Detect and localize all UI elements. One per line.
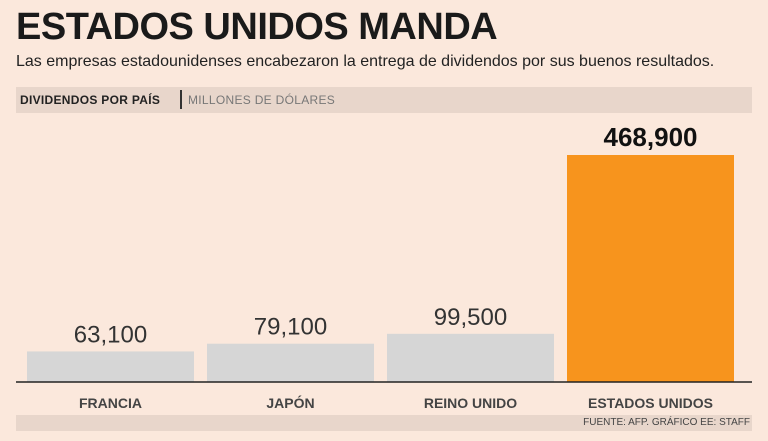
source-credit: FUENTE: AFP. GRÁFICO EE: STAFF bbox=[583, 417, 750, 428]
data-label: 63,100 bbox=[74, 321, 147, 348]
chart-title: ESTADOS UNIDOS MANDA bbox=[16, 6, 498, 48]
chart-label: DIVIDENDOS POR PAÍS bbox=[20, 93, 161, 107]
bar-estados-unidos bbox=[567, 155, 734, 382]
category-label: JAPÓN bbox=[266, 394, 314, 411]
data-label: 79,100 bbox=[254, 314, 327, 341]
header-separator bbox=[180, 90, 182, 109]
data-label: 468,900 bbox=[604, 122, 698, 152]
footer-band: FUENTE: AFP. GRÁFICO EE: STAFF bbox=[16, 415, 752, 431]
bar-francia bbox=[27, 351, 194, 382]
chart-header-band: DIVIDENDOS POR PAÍS MILLONES DE DÓLARES bbox=[16, 87, 752, 113]
chart-subtitle: Las empresas estadounidenses encabezaron… bbox=[16, 53, 715, 70]
bar-japón bbox=[207, 343, 374, 382]
category-label: FRANCIA bbox=[79, 395, 142, 411]
category-label: REINO UNIDO bbox=[424, 395, 517, 411]
bar-reino-unido bbox=[387, 333, 554, 382]
data-label: 99,500 bbox=[434, 304, 507, 331]
chart-units: MILLONES DE DÓLARES bbox=[188, 93, 336, 107]
category-label: ESTADOS UNIDOS bbox=[588, 395, 713, 411]
